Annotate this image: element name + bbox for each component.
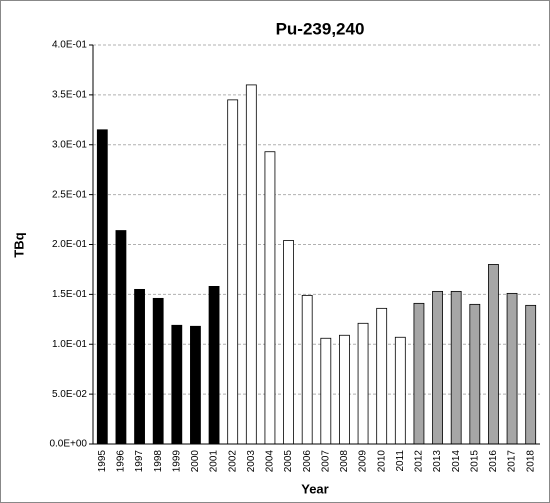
x-tick-label: 2017 bbox=[507, 450, 518, 473]
x-tick-label: 2000 bbox=[190, 450, 201, 473]
bar bbox=[525, 304, 537, 445]
x-tick-label: 2006 bbox=[302, 450, 313, 473]
x-tick-label: 2010 bbox=[376, 450, 387, 473]
x-tick-label: 2001 bbox=[209, 450, 220, 473]
x-tick-label: 2009 bbox=[358, 450, 369, 473]
y-tick-label: 3.5E-01 bbox=[52, 90, 87, 101]
x-tick-label: 2013 bbox=[432, 450, 443, 473]
bar bbox=[115, 230, 127, 445]
x-tick-label: 2007 bbox=[320, 450, 331, 473]
x-tick-label: 1998 bbox=[153, 450, 164, 473]
x-tick-label: 2018 bbox=[525, 450, 536, 473]
bar bbox=[190, 325, 201, 445]
bar bbox=[469, 303, 481, 445]
y-axis-label: TBq bbox=[11, 232, 26, 257]
x-tick-label: 2003 bbox=[246, 450, 257, 473]
x-tick-label: 2002 bbox=[227, 450, 238, 473]
x-axis-label: Year bbox=[301, 481, 328, 496]
bar bbox=[301, 294, 313, 445]
x-tick-label: 2011 bbox=[395, 450, 406, 472]
bar bbox=[208, 285, 220, 445]
bar bbox=[413, 302, 425, 445]
bar bbox=[432, 290, 443, 445]
y-tick-label: 1.5E-01 bbox=[52, 289, 87, 300]
bar bbox=[245, 84, 257, 445]
bar bbox=[376, 307, 388, 445]
bar bbox=[227, 99, 239, 445]
bar bbox=[134, 288, 145, 445]
x-tick-label: 1996 bbox=[116, 450, 127, 473]
x-tick-label: 2016 bbox=[488, 450, 499, 473]
bar bbox=[264, 151, 276, 445]
x-tick-label: 1999 bbox=[171, 450, 182, 473]
bar bbox=[394, 336, 406, 445]
bar bbox=[357, 322, 369, 445]
bar bbox=[152, 297, 164, 445]
x-tick-label: 2012 bbox=[414, 450, 425, 473]
bar bbox=[339, 334, 350, 445]
x-tick-label: 2004 bbox=[265, 450, 276, 473]
bar bbox=[283, 240, 294, 445]
y-tick-label: 2.0E-01 bbox=[52, 239, 87, 250]
bar bbox=[450, 290, 462, 445]
y-tick-label: 0.0E+00 bbox=[49, 439, 87, 450]
y-tick-label: 4.0E-01 bbox=[52, 40, 87, 51]
bar bbox=[488, 264, 499, 445]
chart-title: Pu-239,240 bbox=[276, 19, 365, 38]
y-tick-label: 2.5E-01 bbox=[52, 189, 87, 200]
bar bbox=[506, 292, 518, 445]
bar bbox=[320, 337, 332, 445]
x-tick-label: 1995 bbox=[97, 450, 108, 473]
y-tick-label: 3.0E-01 bbox=[52, 139, 87, 150]
x-tick-label: 2008 bbox=[339, 450, 350, 473]
bar bbox=[171, 324, 183, 445]
x-tick-label: 2014 bbox=[451, 450, 462, 473]
y-tick-label: 1.0E-01 bbox=[52, 339, 87, 350]
y-tick-label: 5.0E-02 bbox=[52, 389, 87, 400]
x-tick-label: 1997 bbox=[134, 450, 145, 473]
x-tick-label: 2015 bbox=[469, 450, 480, 473]
bar bbox=[96, 129, 108, 445]
x-tick-label: 2005 bbox=[283, 450, 294, 473]
